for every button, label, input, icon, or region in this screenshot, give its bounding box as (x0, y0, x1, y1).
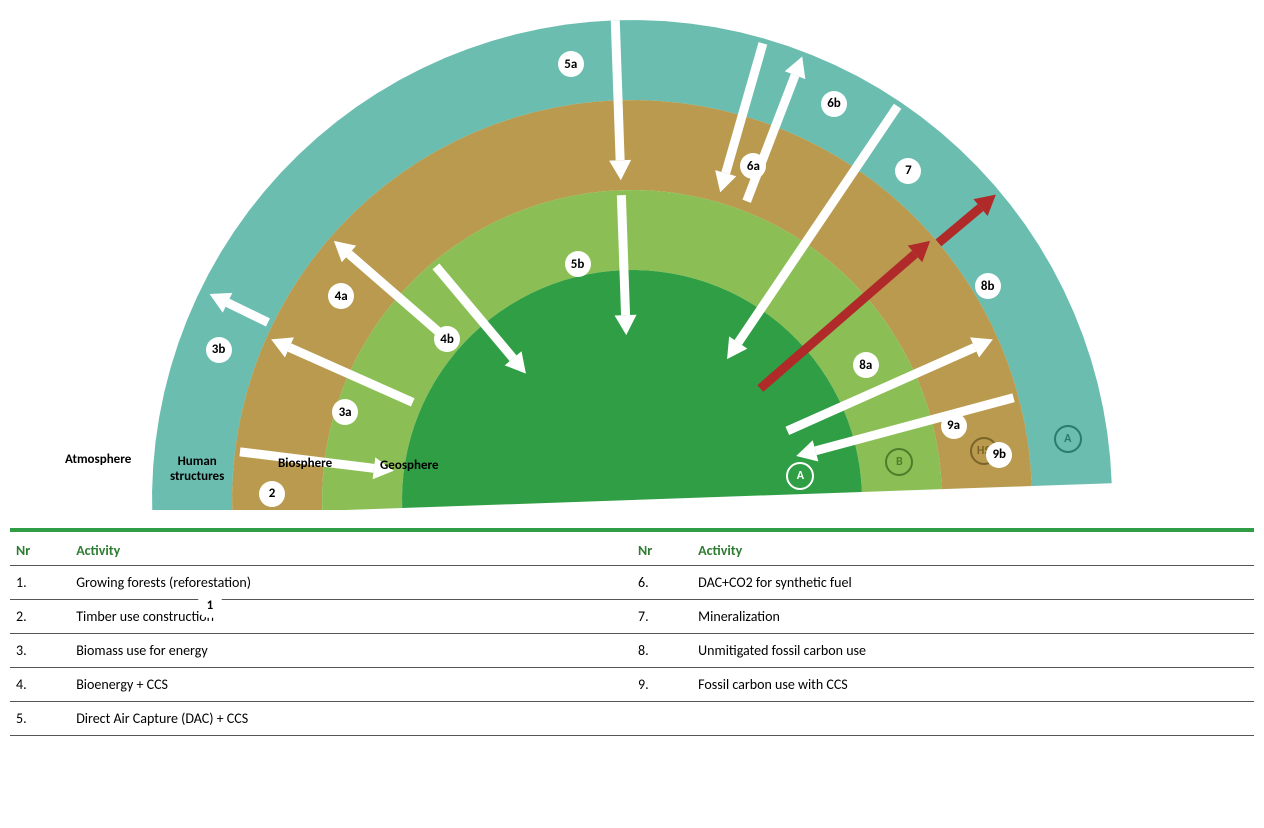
flow-arrow (747, 75, 795, 201)
arrow-badge: 3b (206, 337, 232, 363)
table-cell (632, 702, 692, 736)
table-header-row: NrActivityNrActivity (10, 534, 1254, 566)
ring-label: Atmosphere (65, 452, 131, 467)
ring-label: Geosphere (380, 458, 439, 473)
arrowhead-icon (715, 170, 736, 192)
table-cell: 3. (10, 634, 70, 668)
table-cell: Direct Air Capture (DAC) + CCS (70, 702, 632, 736)
ring-abbr: A (1054, 425, 1082, 453)
arrow-badge: 4b (434, 326, 460, 352)
arrow-badge: 3a (332, 399, 358, 425)
table-cell: 2. (10, 600, 70, 634)
table-cell: Biomass use for energy (70, 634, 632, 668)
arrow-badge: 5a (558, 51, 584, 77)
arrow-badge: 9a (941, 413, 967, 439)
flow-arrow (615, 20, 620, 160)
arrow-badge: 9b (986, 442, 1012, 468)
arrow-badge: 5b (565, 251, 591, 277)
arrow-badge: 4a (328, 283, 354, 309)
flow-arrow (938, 208, 980, 243)
table-header-cell: Nr (10, 534, 70, 566)
carbon-flows-diagram: Atmosphere Humanstructures Biosphere Geosph… (10, 10, 1254, 510)
table-header-cell: Activity (692, 534, 1254, 566)
arrow-badge: 7 (895, 158, 921, 184)
table-cell: DAC+CO2 for synthetic fuel (692, 566, 1254, 600)
arrow-badge: 8b (975, 273, 1001, 299)
table-cell: 5. (10, 702, 70, 736)
ring-abbr: A (786, 462, 814, 490)
arrowhead-icon (615, 315, 637, 335)
ring-abbr: B (885, 448, 913, 476)
flow-arrow (738, 106, 897, 342)
table-cell: 8. (632, 634, 692, 668)
table-cell: 7. (632, 600, 692, 634)
flow-arrow (621, 195, 625, 315)
arrow-badge: 6a (740, 153, 766, 179)
table-header-cell: Activity (70, 534, 632, 566)
table-row: 1.Growing forests (reforestation)6.DAC+C… (10, 566, 1254, 600)
flow-arrow (228, 303, 268, 323)
table-body: 1.Growing forests (reforestation)6.DAC+C… (10, 566, 1254, 736)
activity-table: NrActivityNrActivity 1.Growing forests (… (10, 528, 1254, 736)
table-row: 3.Biomass use for energy8.Unmitigated fo… (10, 634, 1254, 668)
table-cell: 4. (10, 668, 70, 702)
ring-label: Biosphere (278, 456, 332, 471)
table-row: 4.Bioenergy + CCS9.Fossil carbon use wit… (10, 668, 1254, 702)
table-header-cell: Nr (632, 534, 692, 566)
arrow-badge: 1 (197, 592, 223, 618)
table-cell: Timber use construction (70, 600, 632, 634)
table-cell: Unmitigated fossil carbon use (692, 634, 1254, 668)
arrowhead-icon (609, 160, 631, 180)
table-cell: Bioenergy + CCS (70, 668, 632, 702)
flow-arrow (289, 347, 412, 402)
ring-label: Humanstructures (170, 454, 224, 484)
table-cell: 1. (10, 566, 70, 600)
table-cell: Growing forests (reforestation) (70, 566, 632, 600)
table-cell (692, 702, 1254, 736)
arrow-badge: 8a (853, 352, 879, 378)
table-row: 5.Direct Air Capture (DAC) + CCS (10, 702, 1254, 736)
arrowhead-icon (796, 440, 818, 461)
table-cell: Fossil carbon use with CCS (692, 668, 1254, 702)
table-cell: 6. (632, 566, 692, 600)
arrow-badge: 2 (259, 481, 285, 507)
table-cell: 9. (632, 668, 692, 702)
table-cell: Mineralization (692, 600, 1254, 634)
arrow-badge: 6b (821, 91, 847, 117)
